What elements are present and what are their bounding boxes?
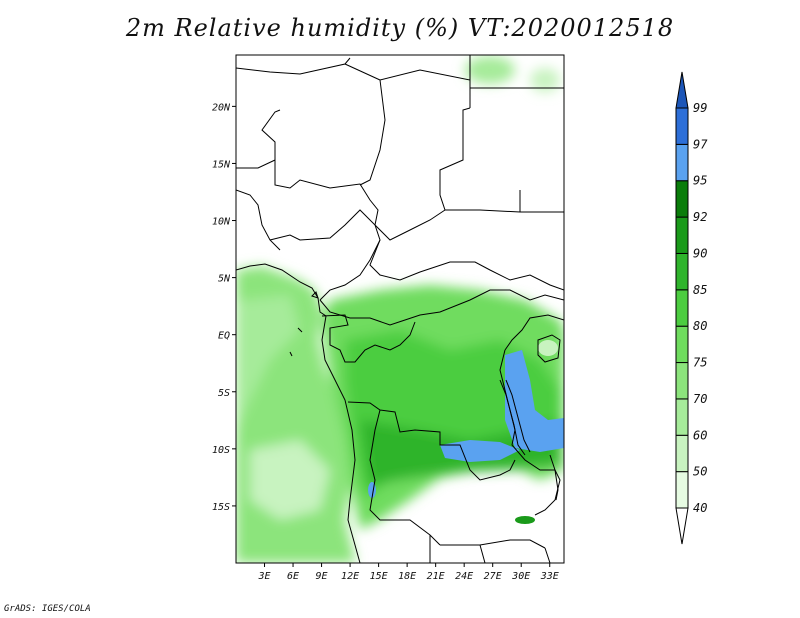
- colorbar-top-triangle: [675, 71, 689, 109]
- colorbar-label: 75: [693, 356, 707, 370]
- boundary-libya-egypt-sudan: [439, 87, 564, 213]
- north-sparse-green-east: [530, 68, 560, 92]
- colorbar-segment: [675, 216, 689, 254]
- colorbar-segment: [675, 289, 689, 327]
- boundary-great-lakes: [499, 314, 564, 516]
- lon-tick-label: 15E: [370, 571, 388, 582]
- lon-tick-label: 30E: [511, 571, 530, 582]
- boundary-algeria-libya: [236, 55, 471, 186]
- lake-victoria: [537, 334, 561, 363]
- ocean-light-patches: [236, 295, 300, 430]
- colorbar: 40 50 60 70 75 80 85 90 92 95 97 99: [675, 71, 708, 545]
- colorbar-label: 50: [693, 465, 707, 479]
- lat-tick-label: EQ: [218, 331, 230, 342]
- humid-blue-region-east: [505, 350, 564, 452]
- colorbar-segment: [675, 434, 689, 473]
- lon-tick-label: 24E: [455, 571, 473, 582]
- chart-title: 2m Relative humidity (%) VT:2020012518: [125, 14, 675, 42]
- lake-tanganyika: [499, 379, 531, 456]
- colorbar-label: 60: [693, 428, 707, 442]
- lon-tick-label: 33E: [540, 571, 559, 582]
- ocean-light-patches-south: [250, 440, 330, 520]
- lon-tick-label: 12E: [341, 571, 359, 582]
- colorbar-segment: [675, 362, 689, 400]
- colorbar-segment: [675, 143, 689, 182]
- coast-gulf-guinea-islands: [289, 291, 319, 357]
- country-boundaries: [236, 55, 564, 563]
- colorbar-label: 97: [693, 137, 708, 151]
- longitude-axis: 3E 6E 9E 12E 15E 18E 21E 24E 27E 30E 33E: [257, 563, 559, 582]
- grads-credit: GrADS: IGES/COLA: [4, 604, 91, 614]
- colorbar-label: 70: [693, 392, 707, 406]
- lat-tick-label: 15N: [212, 159, 231, 170]
- lake-malawi: [549, 454, 559, 501]
- colorbar-bottom-triangle: [675, 507, 689, 545]
- boundary-congo-gabon: [321, 314, 416, 363]
- lat-tick-label: 10S: [212, 445, 230, 456]
- colorbar-segment: [675, 107, 689, 145]
- lon-tick-label: 21E: [427, 571, 445, 582]
- colorbar-label: 85: [693, 283, 707, 297]
- boundary-southern: [429, 535, 551, 563]
- colorbar-segment: [675, 471, 689, 509]
- boundary-drc-angola: [347, 401, 516, 481]
- lon-tick-label: 27E: [484, 571, 502, 582]
- lon-tick-label: 9E: [316, 571, 328, 582]
- colorbar-segment: [675, 398, 689, 436]
- map-frame: [235, 54, 565, 564]
- boundary-mali-niger: [236, 109, 379, 226]
- lat-tick-label: 15S: [212, 502, 230, 513]
- lon-tick-label: 3E: [257, 571, 270, 582]
- colorbar-segment: [675, 180, 689, 218]
- north-sparse-green: [465, 56, 515, 84]
- humid-dark-spot: [515, 516, 535, 524]
- colorbar-label: 99: [693, 101, 707, 115]
- colorbar-label: 40: [693, 501, 707, 515]
- colorbar-label: 80: [693, 319, 707, 333]
- colorbar-label: 90: [693, 246, 707, 260]
- colorbar-segment: [675, 325, 689, 364]
- lat-tick-label: 10N: [212, 217, 231, 228]
- lon-tick-label: 18E: [398, 571, 416, 582]
- lon-tick-label: 6E: [287, 571, 299, 582]
- lat-tick-label: 5N: [218, 274, 231, 285]
- colorbar-label: 92: [693, 210, 707, 224]
- coastline-west: [236, 263, 361, 563]
- humidity-field: [236, 55, 564, 563]
- colorbar-segment: [675, 252, 689, 291]
- boundary-car-sudan: [369, 209, 564, 291]
- lat-tick-label: 5S: [218, 388, 230, 399]
- latitude-axis: 20N 15N 10N 5N EQ 5S 10S 15S: [212, 102, 236, 513]
- boundary-angola-zambia: [369, 409, 546, 549]
- boundary-drc-north: [319, 289, 564, 326]
- lat-tick-label: 20N: [212, 102, 231, 113]
- colorbar-label: 95: [693, 174, 707, 188]
- humid-spot-east: [538, 340, 558, 356]
